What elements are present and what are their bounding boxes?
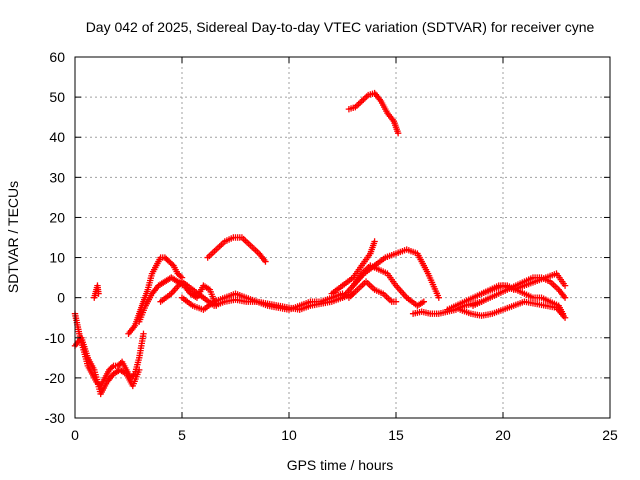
x-tick-label: 10 xyxy=(281,427,297,443)
x-axis-title: GPS time / hours xyxy=(287,457,394,473)
y-tick-label: 20 xyxy=(49,209,65,225)
chart-title: Day 042 of 2025, Sidereal Day-to-day VTE… xyxy=(86,19,595,35)
y-tick-label: -20 xyxy=(45,370,65,386)
series-trace-mid-rise xyxy=(328,238,378,297)
y-tick-label: 60 xyxy=(49,49,65,65)
x-tick-label: 20 xyxy=(495,427,511,443)
series-trace-late-d xyxy=(478,270,569,297)
data-point xyxy=(140,330,147,337)
data-point xyxy=(435,294,442,301)
grid xyxy=(75,57,610,418)
plot-area xyxy=(71,89,569,398)
series-trace-evening-arc xyxy=(204,234,269,265)
x-tick-label: 5 xyxy=(178,427,186,443)
data-point xyxy=(561,294,569,301)
series-trace-early-mid xyxy=(136,274,220,325)
data-point xyxy=(168,261,176,268)
y-tick-label: 10 xyxy=(49,250,65,266)
series-trace-late-c xyxy=(457,298,569,321)
y-tick-label: 0 xyxy=(57,290,65,306)
series-trace-baseline xyxy=(157,278,357,313)
series-trace-early-low-b xyxy=(71,334,143,398)
y-tick-label: -30 xyxy=(45,410,65,426)
y-tick-label: 30 xyxy=(49,169,65,185)
series-trace-mid-fall xyxy=(350,262,428,309)
series-trace-early-rise xyxy=(125,254,186,337)
series-trace-late-low xyxy=(409,298,485,317)
data-point xyxy=(561,282,569,289)
x-tick-label: 0 xyxy=(71,427,79,443)
x-tick-label: 15 xyxy=(388,427,404,443)
data-point xyxy=(108,363,116,371)
series-trace-mid-low xyxy=(345,278,400,305)
data-point xyxy=(392,298,400,305)
y-tick-label: 50 xyxy=(49,89,65,105)
axis-ticks: 0 5 10 15 20 25 -30 -20 -10 0 10 20 30 40 50 60 xyxy=(45,49,618,443)
y-tick-label: 40 xyxy=(49,129,65,145)
x-tick-label: 25 xyxy=(602,427,618,443)
data-point xyxy=(394,130,402,137)
y-tick-label: -10 xyxy=(45,330,65,346)
data-point xyxy=(95,290,102,297)
series-trace-high-arc xyxy=(345,89,402,137)
plot-frame xyxy=(74,56,611,419)
y-axis-title: SDTVAR / TECUs xyxy=(5,181,21,293)
data-point xyxy=(262,258,269,265)
data-point xyxy=(177,273,184,280)
data-point xyxy=(136,366,143,374)
series-trace-early-spike xyxy=(91,282,102,301)
series-trace-baseline-b xyxy=(178,290,346,313)
data-point xyxy=(561,314,569,321)
data-point xyxy=(371,238,378,245)
data-point xyxy=(420,298,428,305)
